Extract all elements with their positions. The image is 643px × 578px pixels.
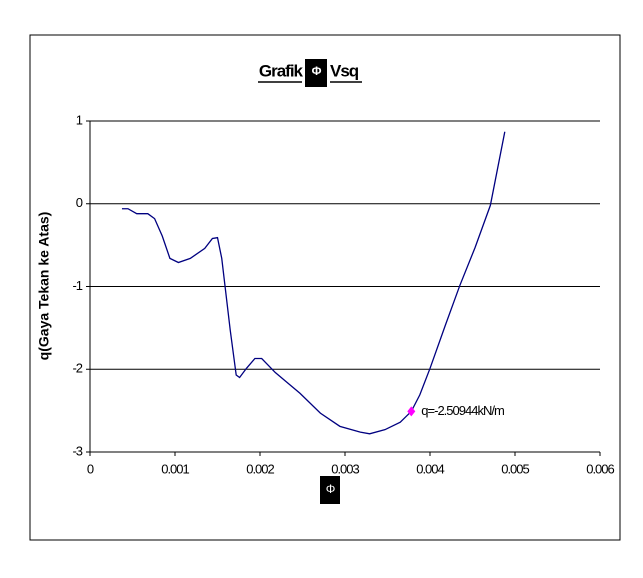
x-axis-symbol: Φ [326,482,335,496]
y-tick-label: -2 [72,361,82,376]
title: Grafik Φ Vsq [258,59,362,87]
title-symbol: Φ [312,64,322,78]
x-tick-label: 0.003 [331,461,359,476]
x-tick-label: 0.001 [161,461,189,476]
y-tick-label: -3 [72,443,82,458]
x-tick-label: 0.002 [246,461,274,476]
x-axis-symbol-icon [320,476,340,504]
x-tick-label: 0.005 [501,461,529,476]
y-axis-label: q(Gaya Tekan ke Atas) [36,212,52,361]
y-tick-label: 1 [76,112,83,127]
x-tick-label: 0.006 [586,461,614,476]
title-text: Grafik [259,61,304,80]
x-tick-label: 0 [87,461,94,476]
chart-frame [29,34,621,541]
annotation-marker [407,406,416,417]
data-line [121,131,506,435]
title-text: Vsq [330,61,359,80]
annotation-label: q=-2.50944kN/m [421,403,504,418]
y-tick-label: -1 [72,278,82,293]
x-tick-label: 0.004 [416,461,444,476]
title-symbol-icon [305,59,327,87]
y-tick-label: 0 [76,195,83,210]
